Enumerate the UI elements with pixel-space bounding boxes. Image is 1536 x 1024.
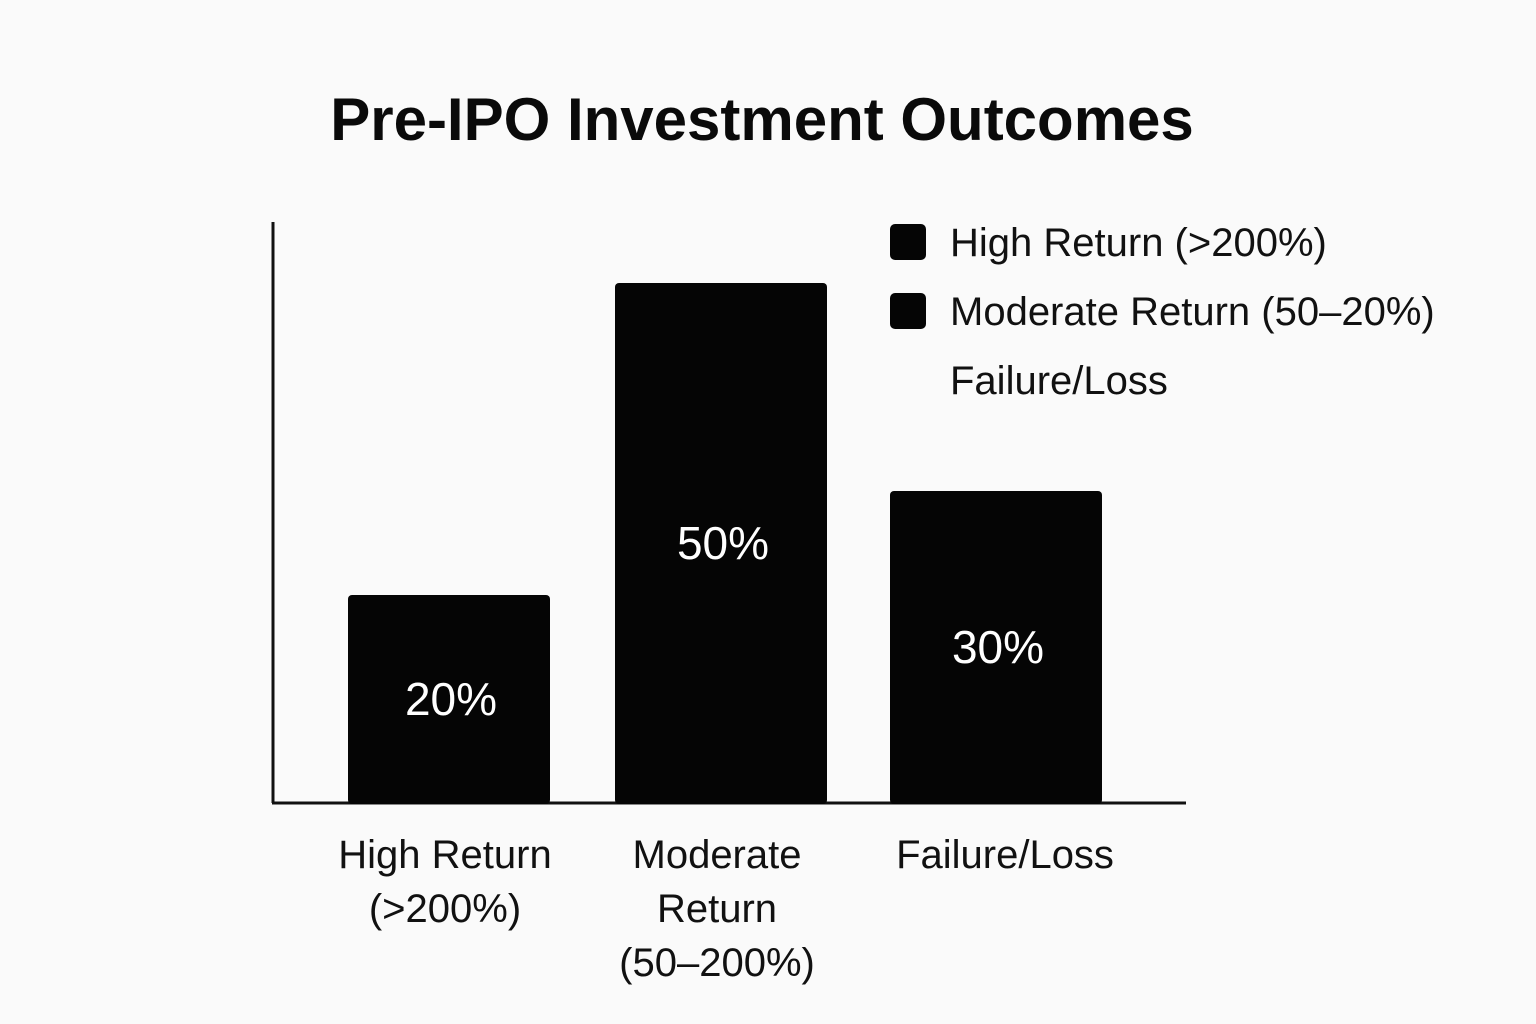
legend-label: Moderate Return (50–20%) [950,290,1435,334]
bar [615,283,827,804]
x-tick-label: Failure/Loss [896,833,1114,877]
legend-label: High Return (>200%) [950,221,1327,265]
legend-label: Failure/Loss [950,359,1168,403]
bar [890,491,1102,804]
bar [348,595,550,804]
legend-swatch [890,293,926,329]
chart-title: Pre-IPO Investment Outcomes [330,86,1194,153]
legend: High Return (>200%) Moderate Return (50–2… [890,221,1435,403]
bars [348,283,1102,804]
x-tick-label: Moderate [633,833,802,877]
x-tick-label: High Return [338,833,551,877]
bar-data-label: 30% [952,621,1044,673]
bar-labels: 20% 50% 30% [405,517,1044,725]
x-tick-label: Return [657,887,777,931]
x-tick-label: (>200%) [369,887,521,931]
bar-data-label: 20% [405,673,497,725]
x-tick-label: (50–200%) [619,941,815,985]
bar-data-label: 50% [677,517,769,569]
legend-swatch [890,224,926,260]
x-tick-labels: High Return (>200%) Moderate Return (50–200%… [338,833,1114,985]
